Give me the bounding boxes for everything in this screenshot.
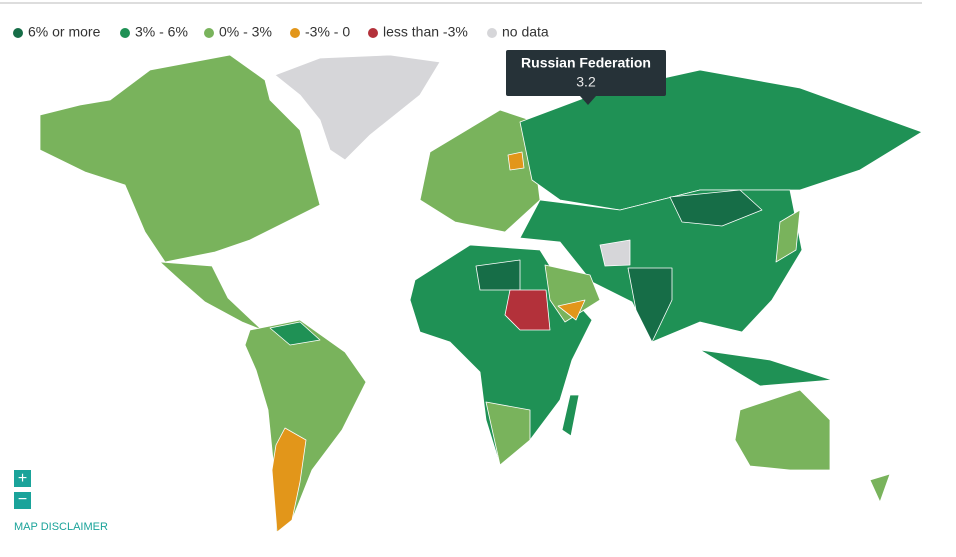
zoom-out-label: − [18,491,27,508]
legend-dot [13,28,23,38]
legend-label: less than -3% [383,24,468,40]
australia [734,389,831,471]
russia [519,69,923,211]
legend-label: 6% or more [28,24,101,40]
legend-label: no data [502,24,549,40]
zoom-out[interactable]: − [14,491,31,509]
tooltip-box [506,50,666,96]
legend-label: -3% - 0 [305,24,350,40]
central-america [159,261,263,331]
south-america [244,319,367,533]
legend: 6% or more 3% - 6% 0% - 3% -3% - 0 less than… [13,24,549,40]
argentina [271,427,307,533]
zoom-in-button[interactable] [14,470,31,487]
arabia [544,264,601,323]
legend-dot [290,28,300,38]
afghanistan [599,239,631,267]
southern-africa [485,401,531,466]
tooltip: Russian Federation 3.2 [506,50,666,105]
tooltip-country: Russian Federation [521,55,651,71]
zoom-in-label: + [18,470,27,487]
indonesia [699,349,833,387]
legend-dot [487,28,497,38]
belarus [507,151,525,171]
india [627,267,673,343]
tooltip-value: 3.2 [576,74,596,90]
zoom-in[interactable]: + [14,470,31,487]
legend-dot [204,28,214,38]
new-zealand [869,473,891,503]
japan [775,209,801,263]
madagascar [561,394,580,437]
legend-label: 3% - 6% [135,24,188,40]
legend-dot [120,28,130,38]
tooltip-arrow [580,96,596,105]
asia [519,189,803,343]
guiana-region [269,321,321,346]
north-america [39,54,321,263]
legend-label: 0% - 3% [219,24,272,40]
map-disclaimer[interactable]: MAP DISCLAIMER [14,521,108,533]
zoom-out-button[interactable] [14,492,31,509]
world-map [39,54,923,533]
legend-dot [368,28,378,38]
sudan [504,289,551,331]
yemen [557,299,586,321]
mongolia [669,189,763,227]
greenland [274,54,441,161]
